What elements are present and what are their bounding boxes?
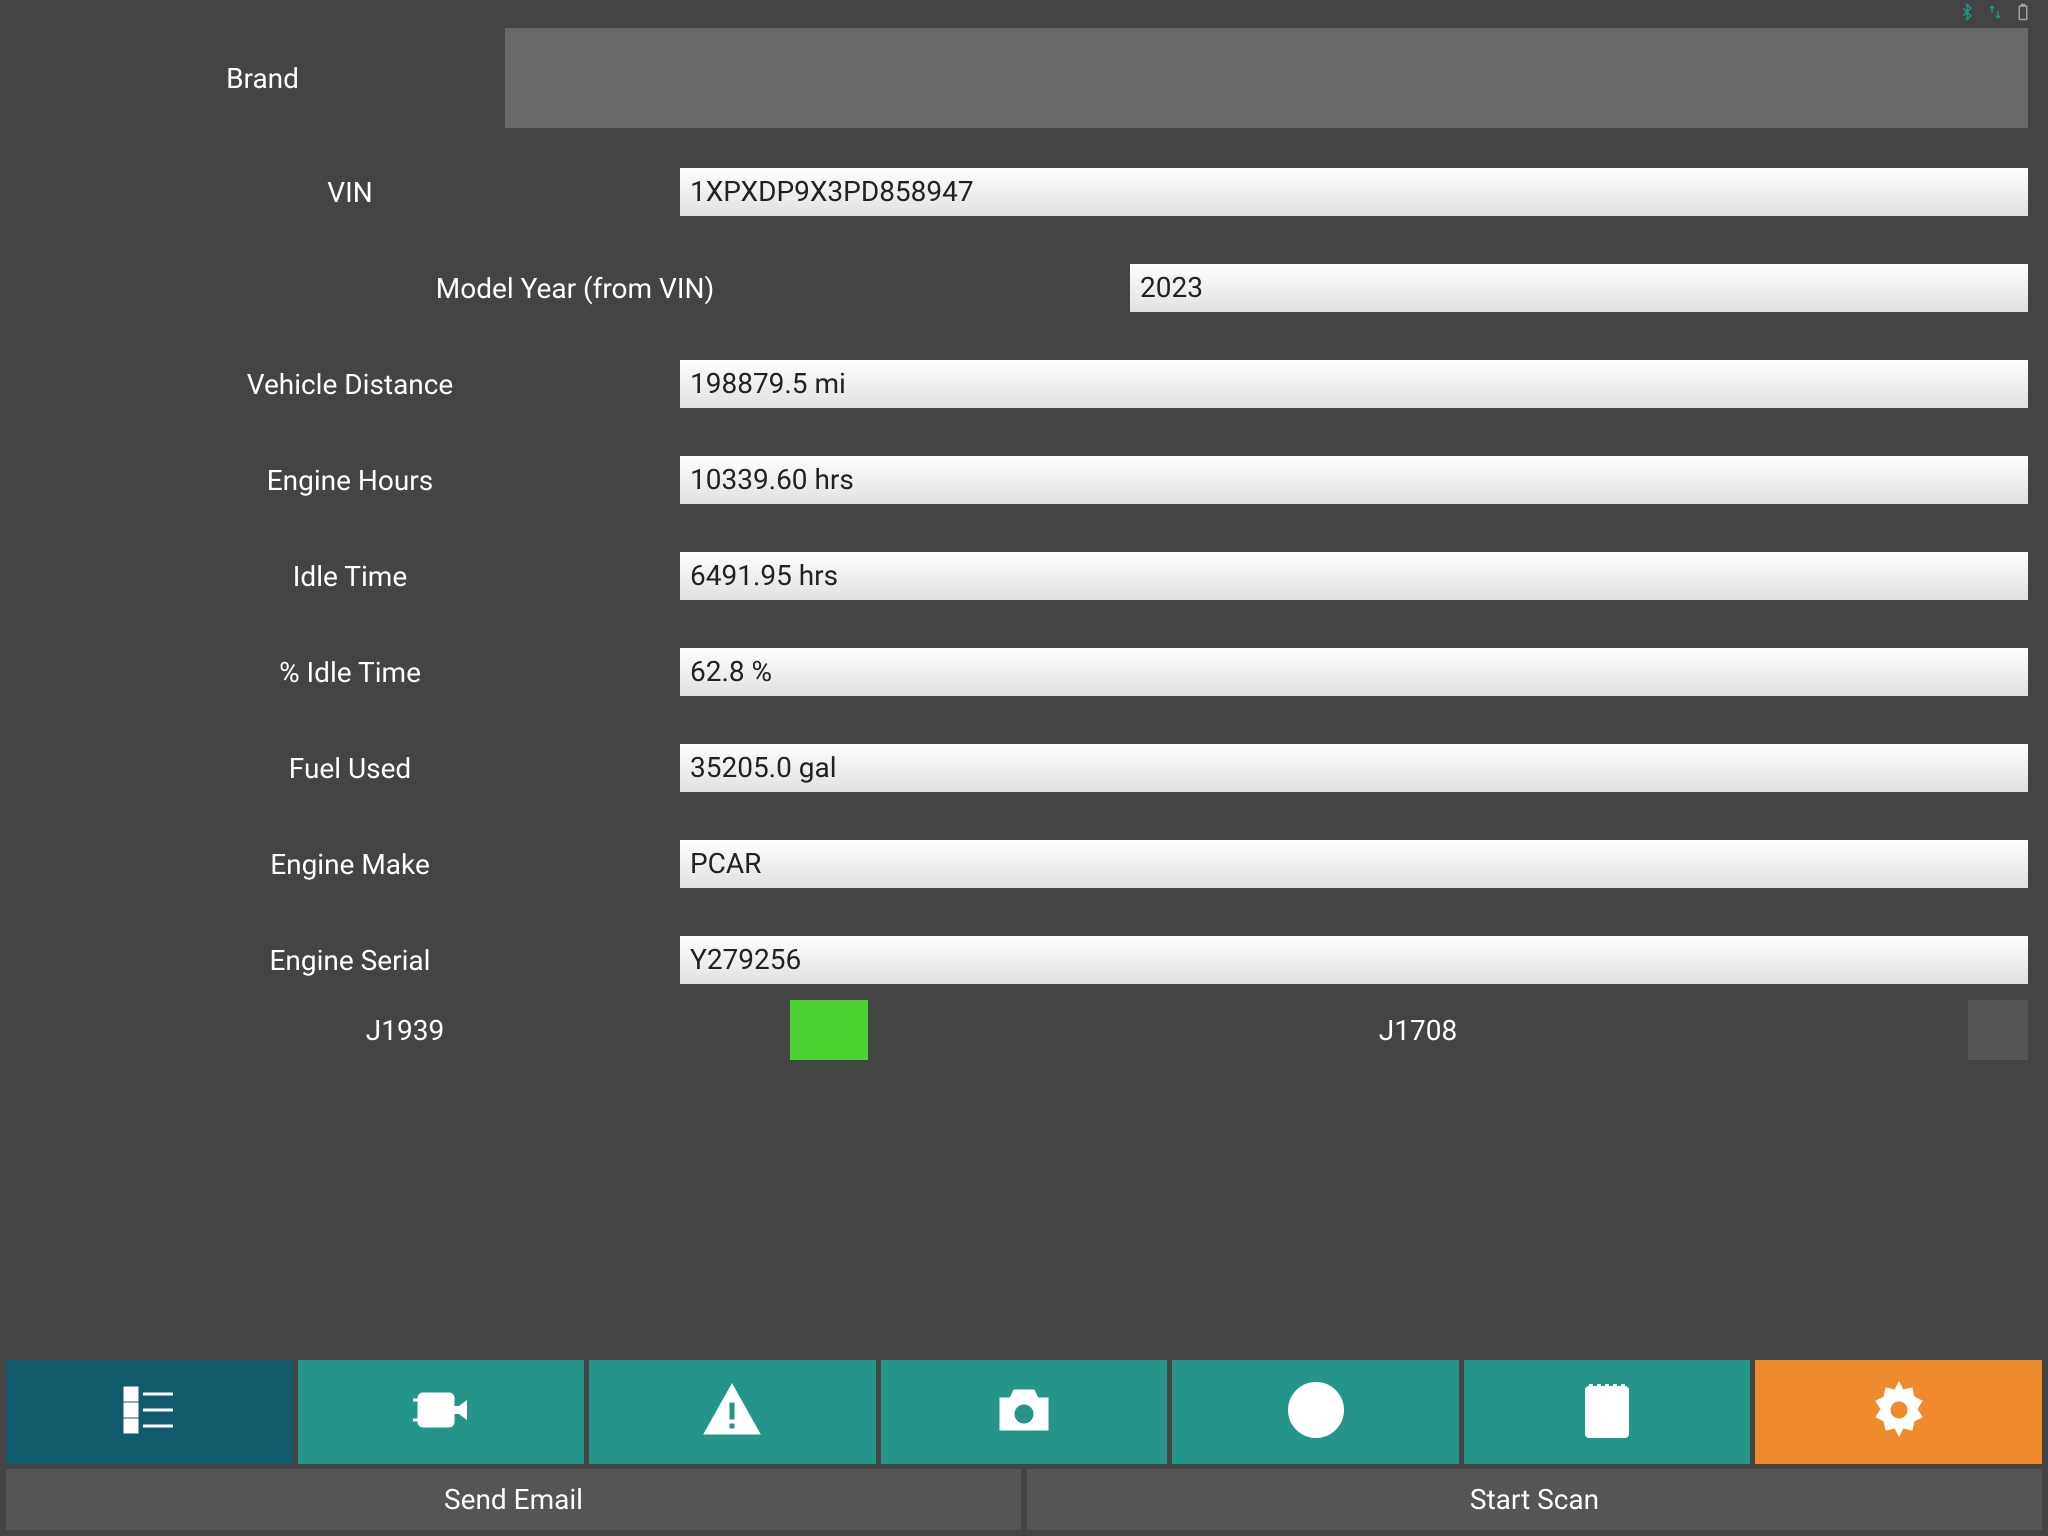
label-vin: VIN — [20, 176, 680, 209]
nav-report[interactable] — [1464, 1360, 1751, 1464]
label-pct-idle-time: % Idle Time — [20, 656, 680, 689]
label-model-year: Model Year (from VIN) — [20, 272, 1130, 305]
value-vehicle-distance: 198879.5 mi — [680, 360, 2028, 408]
brand-dropdown[interactable] — [505, 28, 2028, 128]
value-engine-make: PCAR — [680, 840, 2028, 888]
value-engine-serial: Y279256 — [680, 936, 2028, 984]
checklist-icon — [117, 1378, 181, 1446]
value-engine-hours: 10339.60 hrs — [680, 456, 2028, 504]
transfer-icon — [1986, 2, 2004, 26]
label-vehicle-distance: Vehicle Distance — [20, 368, 680, 401]
gear-icon — [1867, 1378, 1931, 1446]
row-fuel-used: Fuel Used 35205.0 gal — [20, 744, 2028, 792]
label-engine-serial: Engine Serial — [20, 944, 680, 977]
camera-icon — [992, 1378, 1056, 1446]
label-fuel-used: Fuel Used — [20, 752, 680, 785]
value-fuel-used: 35205.0 gal — [680, 744, 2028, 792]
action-bar: Send Email Start Scan — [0, 1464, 2048, 1536]
value-vin: 1XPXDP9X3PD858947 — [680, 168, 2028, 216]
nav-faults[interactable] — [589, 1360, 876, 1464]
start-scan-button[interactable]: Start Scan — [1027, 1469, 2042, 1530]
label-brand: Brand — [20, 62, 505, 95]
clipboard-icon — [1575, 1378, 1639, 1446]
value-idle-time: 6491.95 hrs — [680, 552, 2028, 600]
value-model-year: 2023 — [1130, 264, 2028, 312]
value-pct-idle-time: 62.8 % — [680, 648, 2028, 696]
row-engine-serial: Engine Serial Y279256 — [20, 936, 2028, 984]
row-engine-make: Engine Make PCAR — [20, 840, 2028, 888]
main-content: Brand VIN 1XPXDP9X3PD858947 Model Year (… — [0, 28, 2048, 1360]
label-j1939: J1939 — [366, 1014, 444, 1047]
dpf-filter-icon — [409, 1378, 473, 1446]
j1939-status-indicator — [790, 1000, 868, 1060]
protocol-row: J1939 J1708 — [20, 1000, 2028, 1060]
row-brand: Brand — [20, 28, 2028, 128]
row-vehicle-distance: Vehicle Distance 198879.5 mi — [20, 360, 2028, 408]
label-idle-time: Idle Time — [20, 560, 680, 593]
label-engine-make: Engine Make — [20, 848, 680, 881]
nav-camera[interactable] — [881, 1360, 1168, 1464]
wheel-icon — [1284, 1378, 1348, 1446]
battery-icon — [2014, 2, 2032, 26]
row-engine-hours: Engine Hours 10339.60 hrs — [20, 456, 2028, 504]
row-model-year: Model Year (from VIN) 2023 — [20, 264, 2028, 312]
nav-checklist[interactable] — [6, 1360, 293, 1464]
row-vin: VIN 1XPXDP9X3PD858947 — [20, 168, 2028, 216]
row-pct-idle-time: % Idle Time 62.8 % — [20, 648, 2028, 696]
nav-settings[interactable] — [1755, 1360, 2042, 1464]
label-engine-hours: Engine Hours — [20, 464, 680, 497]
status-bar — [0, 0, 2048, 28]
warning-icon — [700, 1378, 764, 1446]
nav-tire[interactable] — [1172, 1360, 1459, 1464]
j1708-status-indicator — [1968, 1000, 2028, 1060]
label-j1708: J1708 — [1379, 1014, 1457, 1047]
send-email-button[interactable]: Send Email — [6, 1469, 1021, 1530]
nav-dpf[interactable] — [298, 1360, 585, 1464]
row-idle-time: Idle Time 6491.95 hrs — [20, 552, 2028, 600]
nav-bar — [0, 1360, 2048, 1464]
bluetooth-icon — [1958, 2, 1976, 26]
